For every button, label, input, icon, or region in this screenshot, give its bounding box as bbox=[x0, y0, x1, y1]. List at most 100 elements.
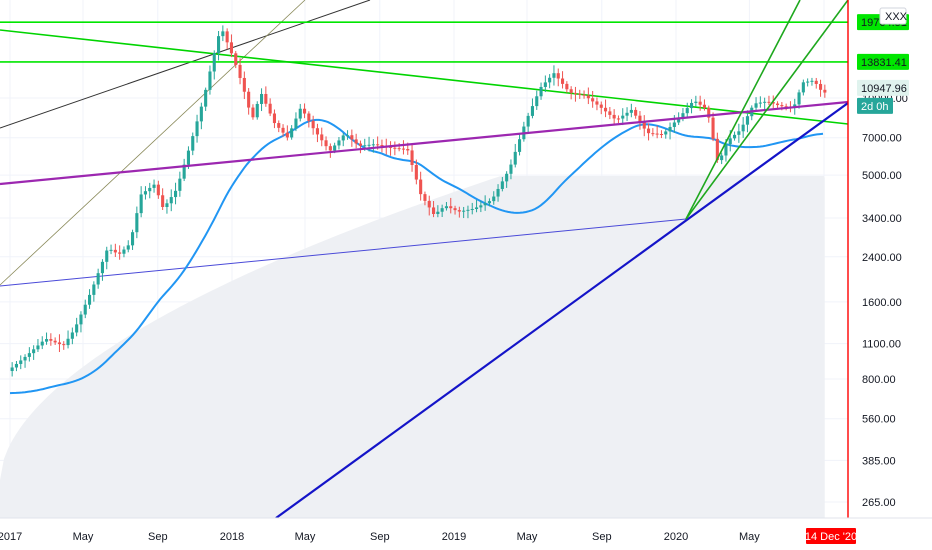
candle-body bbox=[66, 338, 70, 346]
candle-body bbox=[638, 115, 642, 123]
candle-body bbox=[449, 206, 453, 209]
candle-body bbox=[444, 206, 448, 209]
candle-body bbox=[642, 122, 646, 129]
candle-body bbox=[715, 138, 719, 161]
candle-body bbox=[346, 135, 350, 137]
channel-line-black bbox=[0, 0, 371, 129]
candle-body bbox=[14, 363, 18, 368]
time-tick-label: 2019 bbox=[442, 531, 466, 543]
candle-body bbox=[247, 91, 251, 108]
candle-body bbox=[174, 190, 178, 198]
date-badge-text: 14 Dec '20 bbox=[805, 531, 857, 543]
candle-body bbox=[771, 102, 775, 104]
candle-body bbox=[776, 103, 780, 106]
symbol-badge-box bbox=[879, 7, 907, 25]
candle-body bbox=[737, 131, 741, 135]
candle-body bbox=[655, 133, 659, 135]
candle-body bbox=[410, 150, 414, 165]
candle-body bbox=[53, 340, 57, 343]
candle-body bbox=[290, 128, 294, 138]
candle-body bbox=[677, 118, 681, 123]
candle-body bbox=[616, 118, 620, 120]
candle-body bbox=[195, 121, 199, 137]
candle-body bbox=[393, 147, 397, 149]
candle-body bbox=[470, 208, 474, 210]
support-line-thin-blue bbox=[0, 218, 687, 287]
candle-body bbox=[419, 179, 423, 195]
date-badge-background bbox=[806, 528, 856, 544]
candle-body bbox=[702, 104, 706, 108]
candle-body bbox=[204, 89, 208, 107]
symbol-badge-text: XXX bbox=[885, 11, 908, 23]
price-label-text: 13831.41 bbox=[861, 57, 907, 69]
candle-body bbox=[19, 360, 23, 364]
date-badge: 14 Dec '20 bbox=[805, 528, 857, 544]
candle-body bbox=[608, 111, 612, 115]
candle-body bbox=[36, 345, 40, 350]
candle-body bbox=[100, 261, 104, 274]
candle-body bbox=[358, 143, 362, 146]
candle-body bbox=[212, 53, 216, 72]
time-tick-label: May bbox=[517, 531, 538, 543]
price-tick-label: 1600.00 bbox=[862, 297, 902, 309]
candle-body bbox=[475, 207, 479, 209]
candle-body bbox=[264, 93, 268, 104]
candle-body bbox=[793, 104, 797, 107]
candle-body bbox=[552, 73, 556, 78]
candle-body bbox=[685, 108, 689, 114]
candle-body bbox=[535, 96, 539, 107]
candle-body bbox=[148, 187, 152, 192]
candle-body bbox=[500, 181, 504, 189]
candle-body bbox=[225, 31, 229, 43]
candle-body bbox=[169, 197, 173, 204]
candle-body bbox=[810, 80, 814, 82]
candle-body bbox=[694, 101, 698, 103]
time-tick-label: Sep bbox=[370, 531, 390, 543]
candle-body bbox=[131, 232, 135, 246]
candle-body bbox=[659, 134, 663, 136]
trend-lines-front[interactable] bbox=[0, 0, 849, 519]
candle-body bbox=[182, 164, 186, 179]
price-label-background bbox=[857, 97, 893, 114]
descending-trendline bbox=[0, 29, 849, 125]
candle-body bbox=[242, 77, 246, 92]
candle-body bbox=[724, 144, 728, 156]
candle-body bbox=[229, 42, 233, 54]
candle-body bbox=[462, 210, 466, 212]
candle-body bbox=[436, 211, 440, 214]
candle-body bbox=[126, 245, 130, 250]
fan-line-shallow bbox=[685, 0, 849, 220]
price-label-badge: 13831.41 bbox=[857, 53, 909, 70]
candle-body bbox=[363, 145, 367, 147]
candle-body bbox=[92, 284, 96, 295]
candle-body bbox=[634, 109, 638, 116]
candle-body bbox=[539, 86, 543, 97]
candle-body bbox=[285, 132, 289, 138]
candle-body bbox=[625, 112, 629, 116]
candle-body bbox=[801, 82, 805, 93]
time-tick-label: May bbox=[739, 531, 760, 543]
candle-body bbox=[483, 203, 487, 206]
ascending-support-line bbox=[275, 102, 849, 519]
candle-body bbox=[118, 252, 122, 254]
candle-body bbox=[814, 80, 818, 84]
candle-body bbox=[479, 205, 483, 208]
candle-body bbox=[561, 78, 565, 84]
candle-body bbox=[315, 128, 319, 135]
candle-body bbox=[569, 89, 573, 93]
candle-body bbox=[496, 188, 500, 197]
time-tick-label: May bbox=[295, 531, 316, 543]
candle-body bbox=[629, 109, 633, 113]
purple-trendline bbox=[0, 100, 849, 186]
candle-body bbox=[707, 107, 711, 118]
candle-body bbox=[122, 249, 126, 254]
candle-body bbox=[423, 194, 427, 201]
price-axis[interactable]: 30000.0010000.007000.005000.003400.00240… bbox=[856, 0, 932, 518]
price-tick-label: 800.00 bbox=[862, 374, 896, 386]
candle-body bbox=[337, 140, 341, 146]
candle-body bbox=[105, 250, 109, 262]
price-tick-label: 385.00 bbox=[862, 455, 896, 467]
time-axis[interactable]: 2017MaySep2018MaySep2019MaySep2020MaySep… bbox=[0, 517, 932, 550]
price-label-text: 10947.96 bbox=[861, 83, 907, 95]
